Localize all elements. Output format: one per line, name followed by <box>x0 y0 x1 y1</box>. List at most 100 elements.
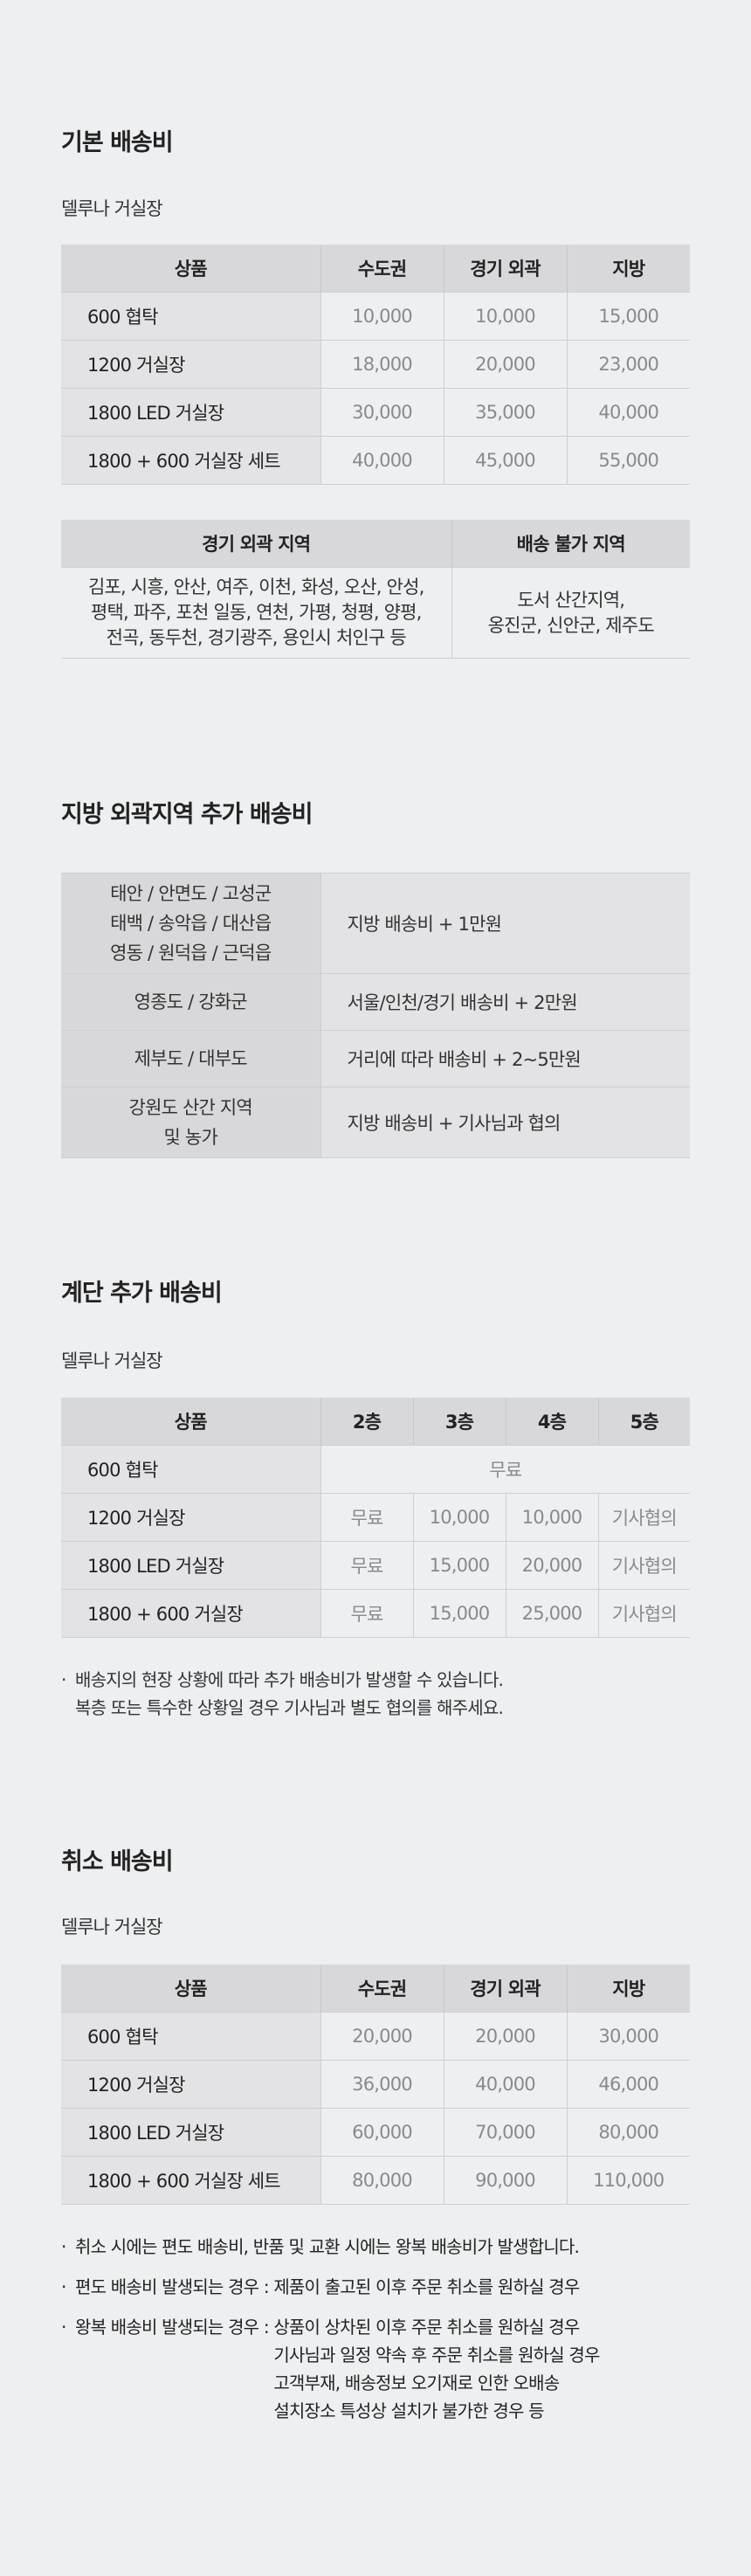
price-cell: 23,000 <box>566 340 690 389</box>
unavailable-area-line: 옹진군, 신안군, 제주도 <box>487 614 655 636</box>
note-item: · 취소 시에는 편도 배송비, 반품 및 교환 시에는 왕복 배송비가 발생합니… <box>61 2233 600 2261</box>
cancel-notes: · 취소 시에는 편도 배송비, 반품 및 교환 시에는 왕복 배송비가 발생합니… <box>61 2233 600 2437</box>
fee-cell: 서울/인천/경기 배송비 + 2만원 <box>320 973 690 1031</box>
note-line: 상품이 상차된 이후 주문 취소를 원하실 경우 <box>273 2317 580 2338</box>
col-header: 경기 외곽 지역 <box>61 520 451 568</box>
table-row: 600 협탁 20,000 20,000 30,000 <box>61 2012 690 2061</box>
bullet: · <box>61 2276 66 2297</box>
region-line: 강원도 산간 지역 <box>128 1097 253 1118</box>
note-label: 왕복 배송비 발생되는 경우 : <box>75 2317 274 2338</box>
section-title-stairs: 계단 추가 배송비 <box>61 1280 223 1307</box>
table-row: 1800 LED 거실장 60,000 70,000 80,000 <box>61 2108 690 2157</box>
price-cell: 80,000 <box>320 2156 444 2205</box>
product-cell: 1800 LED 거실장 <box>61 1541 320 1590</box>
section-subtitle-stairs: 델루나 거실장 <box>61 1350 163 1371</box>
price-cell: 30,000 <box>566 2012 690 2061</box>
outer-area-line: 평택, 파주, 포천 일동, 연천, 가평, 청평, 양평, <box>90 602 422 623</box>
product-cell: 600 협탁 <box>61 2012 320 2061</box>
col-header: 경기 외곽 <box>443 1965 567 2013</box>
price-cell: 15,000 <box>412 1541 506 1590</box>
price-cell: 기사협의 <box>597 1541 690 1590</box>
outer-area-list: 김포, 시흥, 안산, 여주, 이천, 화성, 오산, 안성, 평택, 파주, … <box>61 567 451 659</box>
note-label: 편도 배송비 발생되는 경우 : <box>75 2276 274 2297</box>
price-cell: 10,000 <box>320 292 444 341</box>
price-cell: 35,000 <box>443 388 567 437</box>
note-line: 고객부재, 배송정보 오기재로 인한 오배송 <box>273 2372 560 2393</box>
outer-area-line: 김포, 시흥, 안산, 여주, 이천, 화성, 오산, 안성, <box>88 577 424 597</box>
price-cell: 기사협의 <box>597 1589 690 1638</box>
price-cell: 40,000 <box>320 436 444 485</box>
price-cell: 70,000 <box>443 2108 567 2157</box>
price-cell: 무료 <box>320 1493 413 1542</box>
price-cell: 90,000 <box>443 2156 567 2205</box>
bullet: · <box>61 1669 66 1690</box>
product-cell: 1200 거실장 <box>61 1493 320 1542</box>
col-header: 2층 <box>320 1398 413 1446</box>
product-cell: 1800 + 600 거실장 세트 <box>61 436 320 485</box>
note-line: 설치장소 특성상 설치가 불가한 경우 등 <box>273 2400 544 2421</box>
note-line: 취소 시에는 편도 배송비, 반품 및 교환 시에는 왕복 배송비가 발생합니다… <box>75 2236 580 2257</box>
product-cell: 1800 + 600 거실장 <box>61 1589 320 1638</box>
region-cell: 제부도 / 대부도 <box>61 1030 320 1088</box>
price-cell: 60,000 <box>320 2108 444 2157</box>
price-cell: 55,000 <box>566 436 690 485</box>
region-line: 태백 / 송악읍 / 대산읍 <box>110 913 272 934</box>
price-cell: 40,000 <box>443 2060 567 2109</box>
table-row: 강원도 산간 지역 및 농가 지방 배송비 + 기사님과 협의 <box>61 1087 690 1158</box>
basic-fee-table: 상품 수도권 경기 외곽 지방 600 협탁 10,000 10,000 15,000… <box>61 245 690 485</box>
table-row: 영종도 / 강화군 서울/인천/경기 배송비 + 2만원 <box>61 973 690 1031</box>
region-line: 영동 / 원덕읍 / 근덕읍 <box>110 943 272 963</box>
price-cell: 46,000 <box>566 2060 690 2109</box>
note-lines: 제품이 출고된 이후 주문 취소를 원하실 경우 <box>273 2273 580 2301</box>
price-cell: 20,000 <box>443 2012 567 2061</box>
fee-cell: 지방 배송비 + 1만원 <box>320 873 690 974</box>
product-cell: 1800 LED 거실장 <box>61 388 320 437</box>
fee-cell: 지방 배송비 + 기사님과 협의 <box>320 1087 690 1158</box>
col-header: 지방 <box>566 245 690 293</box>
note-line: 복층 또는 특수한 상황일 경우 기사님과 별도 협의를 해주세요. <box>75 1697 504 1718</box>
fee-cell: 거리에 따라 배송비 + 2~5만원 <box>320 1030 690 1088</box>
price-cell: 무료 <box>320 1589 413 1638</box>
price-cell: 25,000 <box>505 1589 598 1638</box>
region-line: 및 농가 <box>163 1127 218 1148</box>
table-row: 1800 + 600 거실장 세트 80,000 90,000 110,000 <box>61 2156 690 2205</box>
price-cell: 30,000 <box>320 388 444 437</box>
outer-area-line: 전곡, 동두천, 경기광주, 용인시 처인구 등 <box>106 627 407 648</box>
table-row: 1800 LED 거실장 30,000 35,000 40,000 <box>61 388 690 437</box>
region-line: 태안 / 안면도 / 고성군 <box>110 883 272 904</box>
price-cell: 기사협의 <box>597 1493 690 1542</box>
col-header: 상품 <box>61 245 320 293</box>
table-row: 1200 거실장 18,000 20,000 23,000 <box>61 340 690 389</box>
note-line: 기사님과 일정 약속 후 주문 취소를 원하실 경우 <box>273 2345 600 2365</box>
stairs-notes: · 배송지의 현장 상황에 따라 추가 배송비가 발생할 수 있습니다. 복층 또… <box>61 1666 504 1722</box>
product-cell: 600 협탁 <box>61 292 320 341</box>
col-header: 5층 <box>597 1398 690 1446</box>
section-subtitle-cancel: 델루나 거실장 <box>61 1916 163 1937</box>
area-table: 경기 외곽 지역 배송 불가 지역 김포, 시흥, 안산, 여주, 이천, 화성… <box>61 520 690 659</box>
table-row: 1200 거실장 무료 10,000 10,000 기사협의 <box>61 1493 690 1542</box>
price-cell: 45,000 <box>443 436 567 485</box>
product-cell: 1200 거실장 <box>61 340 320 389</box>
note-item: · 왕복 배송비 발생되는 경우 : 상품이 상차된 이후 주문 취소를 원하실 … <box>61 2313 600 2425</box>
region-line: 영종도 / 강화군 <box>134 991 248 1012</box>
price-cell: 10,000 <box>443 292 567 341</box>
col-header: 경기 외곽 <box>443 245 567 293</box>
product-cell: 1200 거실장 <box>61 2060 320 2109</box>
product-cell: 600 협탁 <box>61 1445 320 1494</box>
col-header: 배송 불가 지역 <box>451 520 690 568</box>
col-header: 상품 <box>61 1398 320 1446</box>
col-header: 3층 <box>412 1398 506 1446</box>
table-row: 1800 + 600 거실장 무료 15,000 25,000 기사협의 <box>61 1589 690 1638</box>
price-cell: 무료 <box>320 1541 413 1590</box>
section-subtitle-basic: 델루나 거실장 <box>61 198 163 219</box>
price-cell: 10,000 <box>505 1493 598 1542</box>
region-cell: 영종도 / 강화군 <box>61 973 320 1031</box>
price-cell: 36,000 <box>320 2060 444 2109</box>
col-header: 수도권 <box>320 245 444 293</box>
cancel-fee-table: 상품 수도권 경기 외곽 지방 600 협탁 20,000 20,000 30,000… <box>61 1965 690 2205</box>
section-title-cancel: 취소 배송비 <box>61 1848 174 1875</box>
